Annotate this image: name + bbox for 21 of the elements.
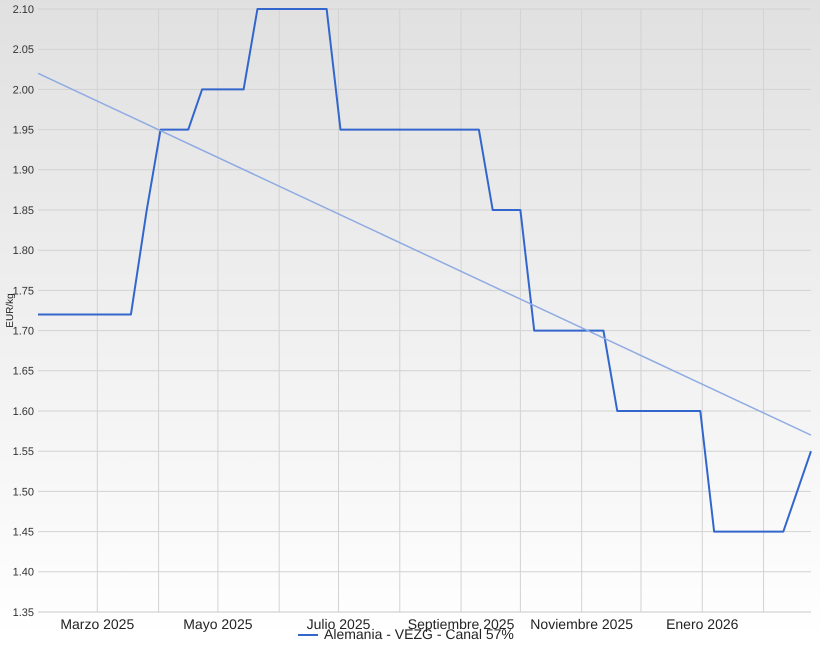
y-tick-label: 1.95 [12, 124, 34, 136]
y-axis-title: EUR/kg [5, 293, 16, 328]
y-tick-label: 1.55 [12, 446, 34, 458]
x-tick-label: Mayo 2025 [183, 616, 253, 632]
y-tick-label: 2.10 [12, 4, 34, 16]
y-tick-label: 1.80 [12, 245, 34, 258]
y-tick-label: 1.60 [12, 406, 34, 418]
y-tick-label: 1.45 [12, 526, 34, 538]
y-tick-label: 1.65 [12, 366, 34, 378]
line-series [37, 8, 812, 533]
y-tick-label: 2.05 [12, 44, 34, 56]
y-tick-label: 1.40 [12, 566, 34, 579]
x-tick-label: Noviembre 2025 [530, 616, 634, 632]
y-tick-label: 1.35 [12, 606, 34, 619]
y-tick-label: 1.90 [12, 164, 34, 177]
y-tick-label: 1.50 [12, 486, 34, 498]
y-tick-label: 1.85 [12, 204, 34, 217]
x-tick-label: Enero 2026 [666, 616, 739, 632]
y-tick-label: 2.00 [12, 84, 34, 96]
y-tick-label: 1.70 [12, 325, 34, 338]
x-tick-label: Marzo 2025 [60, 616, 134, 632]
